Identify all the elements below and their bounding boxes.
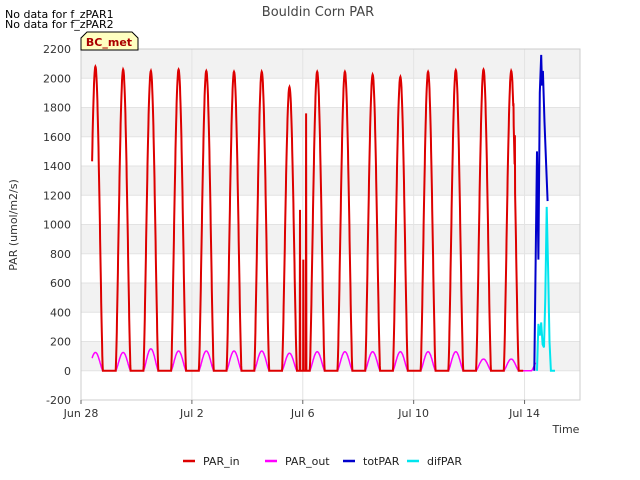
background-band (81, 166, 580, 196)
y-tick-label: 1600 (43, 131, 71, 144)
plot-background-bands (81, 49, 580, 371)
background-band (81, 224, 580, 254)
no-data-message-1: No data for f_zPAR1 (5, 8, 114, 21)
no-data-message-2: No data for f_zPAR2 (5, 18, 114, 31)
legend-label: totPAR (363, 455, 400, 468)
series-par-in-line (91, 64, 524, 372)
y-tick-label: 2200 (43, 43, 71, 56)
y-tick-label: 200 (50, 336, 71, 349)
chart-title: Bouldin Corn PAR (262, 5, 374, 20)
x-tick-label: Jul 14 (508, 407, 540, 420)
x-tick-label: Jul 6 (290, 407, 315, 420)
background-band (81, 49, 580, 79)
legend-label: difPAR (427, 455, 462, 468)
legend: PAR_in PAR_out totPAR difPAR (183, 455, 462, 468)
legend-label: PAR_out (285, 455, 330, 468)
series-difpar-line (536, 206, 555, 372)
background-band (81, 283, 580, 313)
background-band (81, 107, 580, 137)
y-tick-label: 0 (64, 365, 71, 378)
x-tick-label: Jul 10 (397, 407, 429, 420)
background-band (81, 341, 580, 371)
x-axis-ticks: Jun 28 Jul 2 Jul 6 Jul 10 Jul 14 (63, 400, 540, 420)
legend-label: PAR_in (203, 455, 240, 468)
y-tick-label: -200 (46, 394, 71, 407)
y-axis-ticks: -200 0 200 400 600 800 1000 1200 1400 1600 1800 200… (43, 43, 71, 407)
y-tick-label: 1000 (43, 219, 71, 232)
x-tick-label: Jun 28 (63, 407, 99, 420)
site-badge-label: BC_met (86, 36, 132, 49)
y-tick-label: 2000 (43, 72, 71, 85)
series-totpar-line (533, 54, 549, 371)
y-tick-label: 600 (50, 277, 71, 290)
x-tick-label: Jul 2 (179, 407, 204, 420)
y-tick-label: 1200 (43, 189, 71, 202)
x-axis-label: Time (552, 423, 580, 436)
y-tick-label: 400 (50, 306, 71, 319)
y-tick-label: 1400 (43, 160, 71, 173)
y-tick-label: 1800 (43, 102, 71, 115)
site-badge-shape (80, 31, 139, 51)
plot-frame (80, 48, 581, 401)
y-tick-label: 800 (50, 248, 71, 261)
site-badge: BC_met (80, 31, 139, 51)
series-layer (91, 54, 555, 372)
y-axis-label: PAR (umol/m2/s) (7, 179, 20, 271)
